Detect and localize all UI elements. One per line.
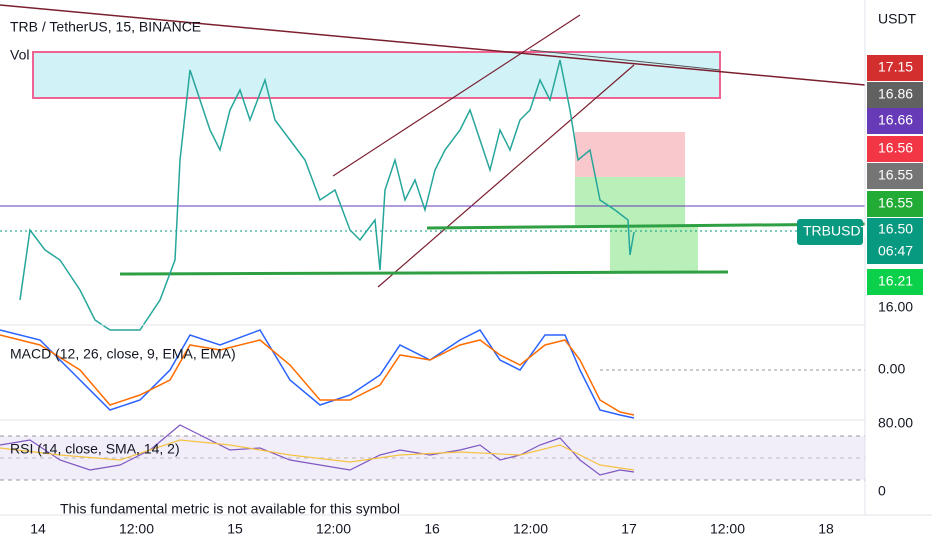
time-label: 12:00	[119, 521, 154, 537]
price-label: 16.00	[878, 299, 913, 315]
channel-top	[332, 14, 581, 177]
time-label: 17	[621, 521, 637, 537]
macd-line	[0, 329, 635, 419]
symbol-tag	[797, 219, 863, 245]
target-zone-2	[610, 225, 698, 272]
chart-title: TRB / TetherUS, 15, BINANCE	[10, 19, 201, 35]
time-label: 14	[30, 521, 46, 537]
price-tag	[867, 218, 923, 264]
rsi-top-label: 80.00	[878, 415, 913, 431]
rsi-title: RSI (14, close, SMA, 14, 2)	[10, 441, 180, 457]
price-tag-label: 16.56	[878, 140, 913, 156]
trend-line	[0, 4, 866, 86]
support-line-2	[426, 222, 866, 230]
price-path	[19, 59, 635, 331]
time-label: 12:00	[710, 521, 745, 537]
price-tag-label: 17.15	[878, 59, 913, 75]
price-tag	[867, 163, 923, 189]
channel-bottom	[377, 64, 635, 288]
price-tag-label: 16.55	[878, 167, 913, 183]
time-label: 18	[818, 521, 834, 537]
symbol-tag-name: TRBUSDT	[803, 223, 870, 239]
time-label: 12:00	[316, 521, 351, 537]
price-tag	[867, 82, 923, 108]
price-tag-label: 16.50	[878, 221, 913, 237]
rsi-ma	[0, 439, 635, 471]
time-label: 16	[424, 521, 440, 537]
rsi-bottom-label: 0	[878, 483, 886, 499]
target-zone	[575, 177, 685, 225]
countdown: 06:47	[878, 243, 913, 259]
time-label: 12:00	[513, 521, 548, 537]
notice: This fundamental metric is not available…	[60, 501, 400, 517]
price-tag-label: 16.55	[878, 195, 913, 211]
time-label: 15	[227, 521, 243, 537]
signal-line	[0, 334, 635, 416]
price-tag	[867, 55, 923, 81]
price-tag	[867, 269, 923, 295]
support-line	[119, 270, 729, 276]
price-tag	[867, 191, 923, 217]
macd-title: MACD (12, 26, close, 9, EMA, EMA)	[10, 346, 236, 362]
price-tag	[867, 108, 923, 134]
price-tag-label: 16.66	[878, 112, 913, 128]
price-tag-label: 16.21	[878, 273, 913, 289]
trend-line-2	[529, 49, 721, 71]
price-unit: USDT	[878, 11, 917, 27]
rsi-line	[0, 424, 635, 476]
price-tag	[867, 136, 923, 162]
vol-label: Vol	[10, 47, 29, 63]
price-tag-label: 16.86	[878, 86, 913, 102]
macd-zero-label: 0.00	[878, 361, 905, 377]
time-axis-bg	[0, 516, 932, 550]
